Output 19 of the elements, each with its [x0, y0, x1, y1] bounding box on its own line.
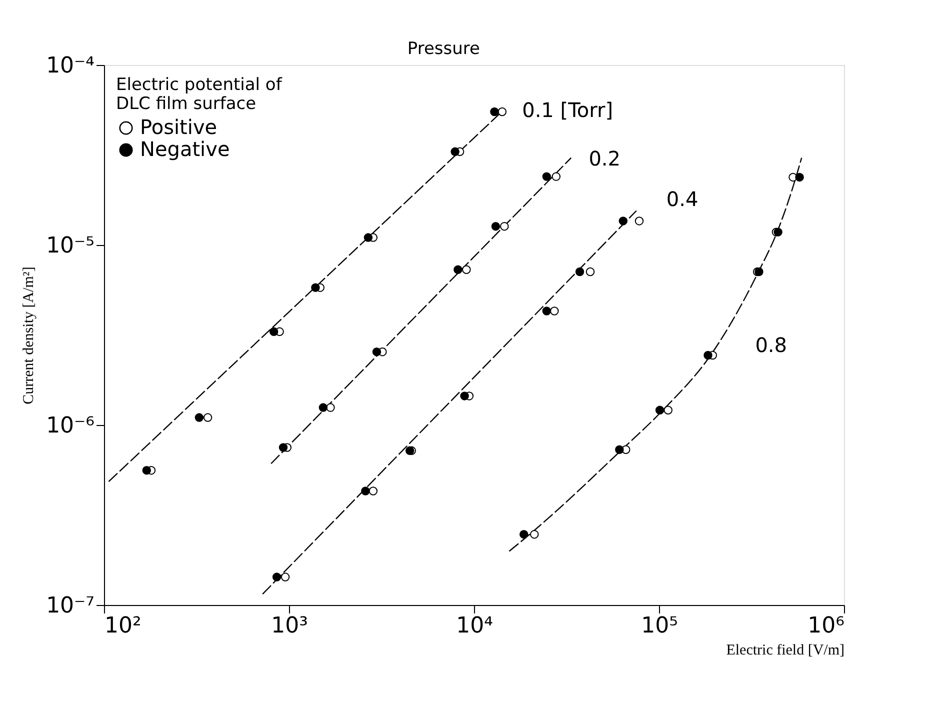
y-axis-title: Current density [A/m²] — [21, 266, 38, 404]
y-tick-label: 10⁻⁶ — [46, 414, 95, 438]
x-tick-label: 10³ — [271, 614, 308, 638]
annotation: 0.1 [Torr] — [522, 98, 614, 122]
y-tick-label: 10⁻⁴ — [46, 54, 95, 78]
x-tick-label: 10² — [104, 614, 142, 638]
legend-label: Positive — [140, 115, 218, 139]
annotation: 0.4 — [666, 187, 698, 211]
x-tick-label: 10⁵ — [641, 614, 678, 638]
annotation: 0.2 — [588, 146, 621, 170]
y-tick-label: 10⁻⁵ — [46, 234, 94, 258]
x-tick-label: 10⁴ — [456, 614, 494, 638]
y-tick-label: 10⁻⁷ — [46, 594, 94, 618]
x-axis-title: Electric field [V/m] — [726, 642, 844, 658]
legend-label: Negative — [140, 137, 230, 161]
annotation: 0.8 — [755, 332, 788, 357]
legend-title: Electric potential of DLC film surface — [116, 75, 283, 114]
text: Pressure — [407, 39, 480, 59]
x-tick-label: 10⁶ — [808, 614, 845, 638]
